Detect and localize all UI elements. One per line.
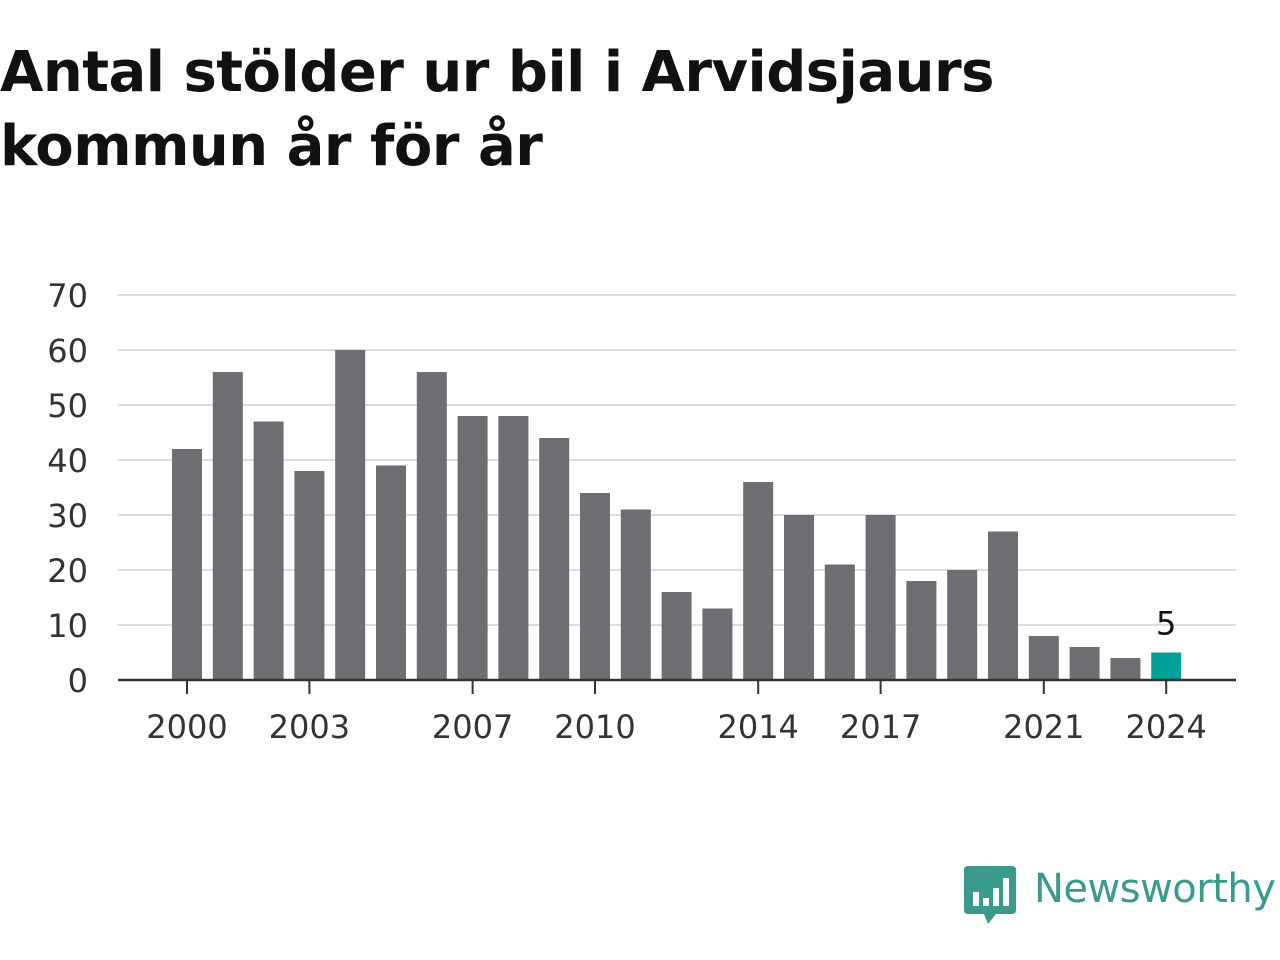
bar bbox=[416, 372, 447, 680]
gridlines bbox=[118, 294, 1236, 626]
brand-name: Newsworthy bbox=[1034, 866, 1276, 912]
x-tick-label: 2021 bbox=[1003, 708, 1084, 746]
bar bbox=[580, 493, 610, 680]
bar bbox=[294, 471, 325, 680]
x-tick-label: 2014 bbox=[717, 708, 798, 746]
bar bbox=[784, 515, 814, 680]
data-label: 5 bbox=[1156, 605, 1176, 643]
bar bbox=[335, 350, 366, 680]
bar bbox=[498, 416, 529, 680]
x-tick-label: 2017 bbox=[840, 708, 921, 746]
x-tick-label: 2010 bbox=[554, 708, 635, 746]
x-tick-label: 2000 bbox=[146, 708, 227, 746]
bar bbox=[172, 449, 202, 680]
y-axis-tick-labels: 0 10 20 30 40 50 60 70 bbox=[47, 277, 88, 700]
x-tick-label: 2024 bbox=[1125, 708, 1206, 746]
y-tick-label: 50 bbox=[47, 387, 88, 425]
x-tick-label: 2003 bbox=[269, 708, 350, 746]
bar bbox=[212, 372, 243, 680]
y-tick-label: 40 bbox=[47, 442, 88, 480]
y-tick-label: 10 bbox=[47, 607, 88, 645]
bar bbox=[457, 416, 488, 680]
bar bbox=[253, 421, 284, 680]
x-tick-label: 2007 bbox=[432, 708, 513, 746]
bar bbox=[376, 465, 406, 680]
bar bbox=[947, 570, 978, 680]
bars bbox=[172, 350, 1182, 680]
y-tick-label: 30 bbox=[47, 497, 88, 535]
bar bbox=[1069, 647, 1100, 680]
bar bbox=[539, 438, 570, 680]
bar bbox=[1110, 658, 1141, 680]
chart-title: Antal stölder ur bil i Arvidsjaurs kommu… bbox=[0, 40, 994, 179]
bar bbox=[1028, 636, 1059, 680]
bar bbox=[906, 581, 937, 680]
y-tick-label: 70 bbox=[47, 277, 88, 315]
bar bbox=[620, 509, 651, 680]
bar bbox=[824, 564, 855, 680]
y-tick-label: 0 bbox=[68, 662, 88, 700]
data-labels: 5 bbox=[1156, 605, 1176, 643]
bar-highlight bbox=[1151, 652, 1182, 680]
bar bbox=[988, 531, 1018, 680]
bar bbox=[661, 592, 692, 680]
bar bbox=[865, 515, 896, 680]
bar bbox=[702, 608, 733, 680]
y-tick-label: 60 bbox=[47, 332, 88, 370]
newsworthy-brand: Newsworthy bbox=[962, 862, 1280, 928]
bar bbox=[743, 482, 774, 680]
y-tick-label: 20 bbox=[47, 552, 88, 590]
x-axis-tick-labels: 2000 2003 2007 2010 2014 2017 2021 2024 bbox=[146, 680, 1207, 746]
newsworthy-bar-chart-icon bbox=[964, 866, 1016, 924]
